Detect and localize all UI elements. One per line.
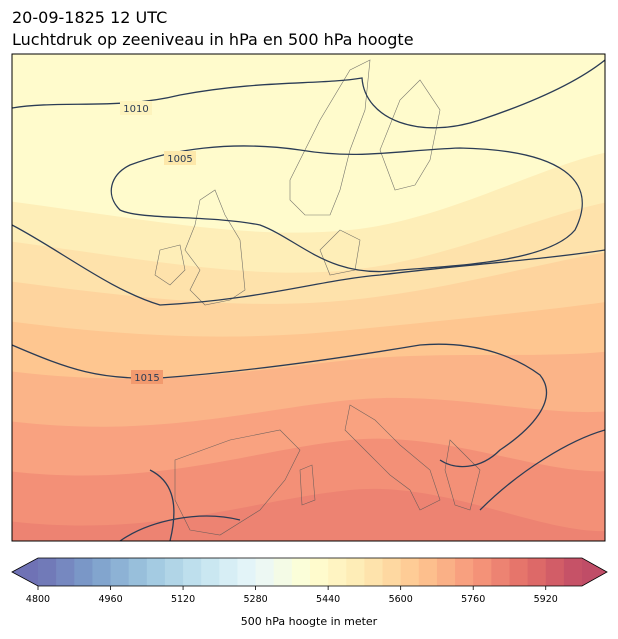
label-bg — [164, 151, 196, 165]
isobar-label: 1010 — [123, 104, 148, 115]
colorbar-segment — [491, 558, 510, 586]
colorbar-segment — [255, 558, 275, 586]
colorbar-segment — [56, 558, 75, 586]
label-bg — [131, 370, 163, 384]
height-band — [12, 488, 605, 541]
subtitle: Luchtdruk op zeeniveau in hPa en 500 hPa… — [12, 30, 414, 49]
colorbar-segment — [455, 558, 474, 586]
map-frame — [11, 53, 606, 542]
colorbar-segment — [219, 558, 238, 586]
colorbar-tick-label: 5760 — [461, 594, 485, 605]
colorbar-segment — [346, 558, 365, 586]
colorbar-tick-label: 5920 — [534, 594, 558, 605]
colorbar-tick-label: 5280 — [244, 594, 268, 605]
colorbar-segment — [364, 558, 384, 586]
isobars — [12, 59, 605, 541]
colorbar-segment — [74, 558, 93, 586]
colorbar-segment — [436, 558, 456, 586]
colorbar-segment — [509, 558, 529, 586]
height-field — [12, 54, 605, 541]
coastlines — [154, 59, 481, 536]
colorbar-segment — [545, 558, 565, 586]
colorbar-segment — [273, 558, 293, 586]
colorbar-segment — [146, 558, 166, 586]
colorbar-segment — [92, 558, 112, 586]
colorbar-segment — [110, 558, 130, 586]
isobar-label: 1015 — [134, 373, 159, 384]
colorbar-tick-label: 5440 — [316, 594, 340, 605]
colorbar-segment — [400, 558, 420, 586]
colorbar-segment — [527, 558, 547, 586]
colorbar-segment — [128, 558, 148, 586]
colorbar-tick-label: 5120 — [171, 594, 195, 605]
colorbar-extend-high — [582, 558, 607, 586]
colorbar-segment — [164, 558, 184, 586]
isobar-label: 1005 — [167, 154, 192, 165]
colorbar-segment — [201, 558, 220, 586]
colorbar-tick-label: 4800 — [26, 594, 50, 605]
colorbar-segment — [563, 558, 583, 586]
colorbar-tick-label: 4960 — [98, 594, 122, 605]
title: 20-09-1825 12 UTC — [12, 8, 168, 27]
colorbar-segment — [473, 558, 492, 586]
label-bg — [120, 101, 152, 115]
colorbar-tick-label: 5600 — [389, 594, 413, 605]
colorbar-segment — [183, 558, 202, 586]
colorbar-segment — [291, 558, 311, 586]
colorbar-segment — [328, 558, 347, 586]
colorbar-extend-low — [12, 558, 38, 586]
colorbar-segment — [382, 558, 402, 586]
colorbar-segment — [418, 558, 438, 586]
colorbar-segment — [310, 558, 329, 586]
colorbar-segment — [237, 558, 257, 586]
colorbar-segment — [38, 558, 57, 586]
colorbar-label: 500 hPa hoogte in meter — [241, 615, 378, 628]
colorbar: 4800 4960 5120 5280 5440 5600 5760 5920 — [11, 557, 608, 605]
